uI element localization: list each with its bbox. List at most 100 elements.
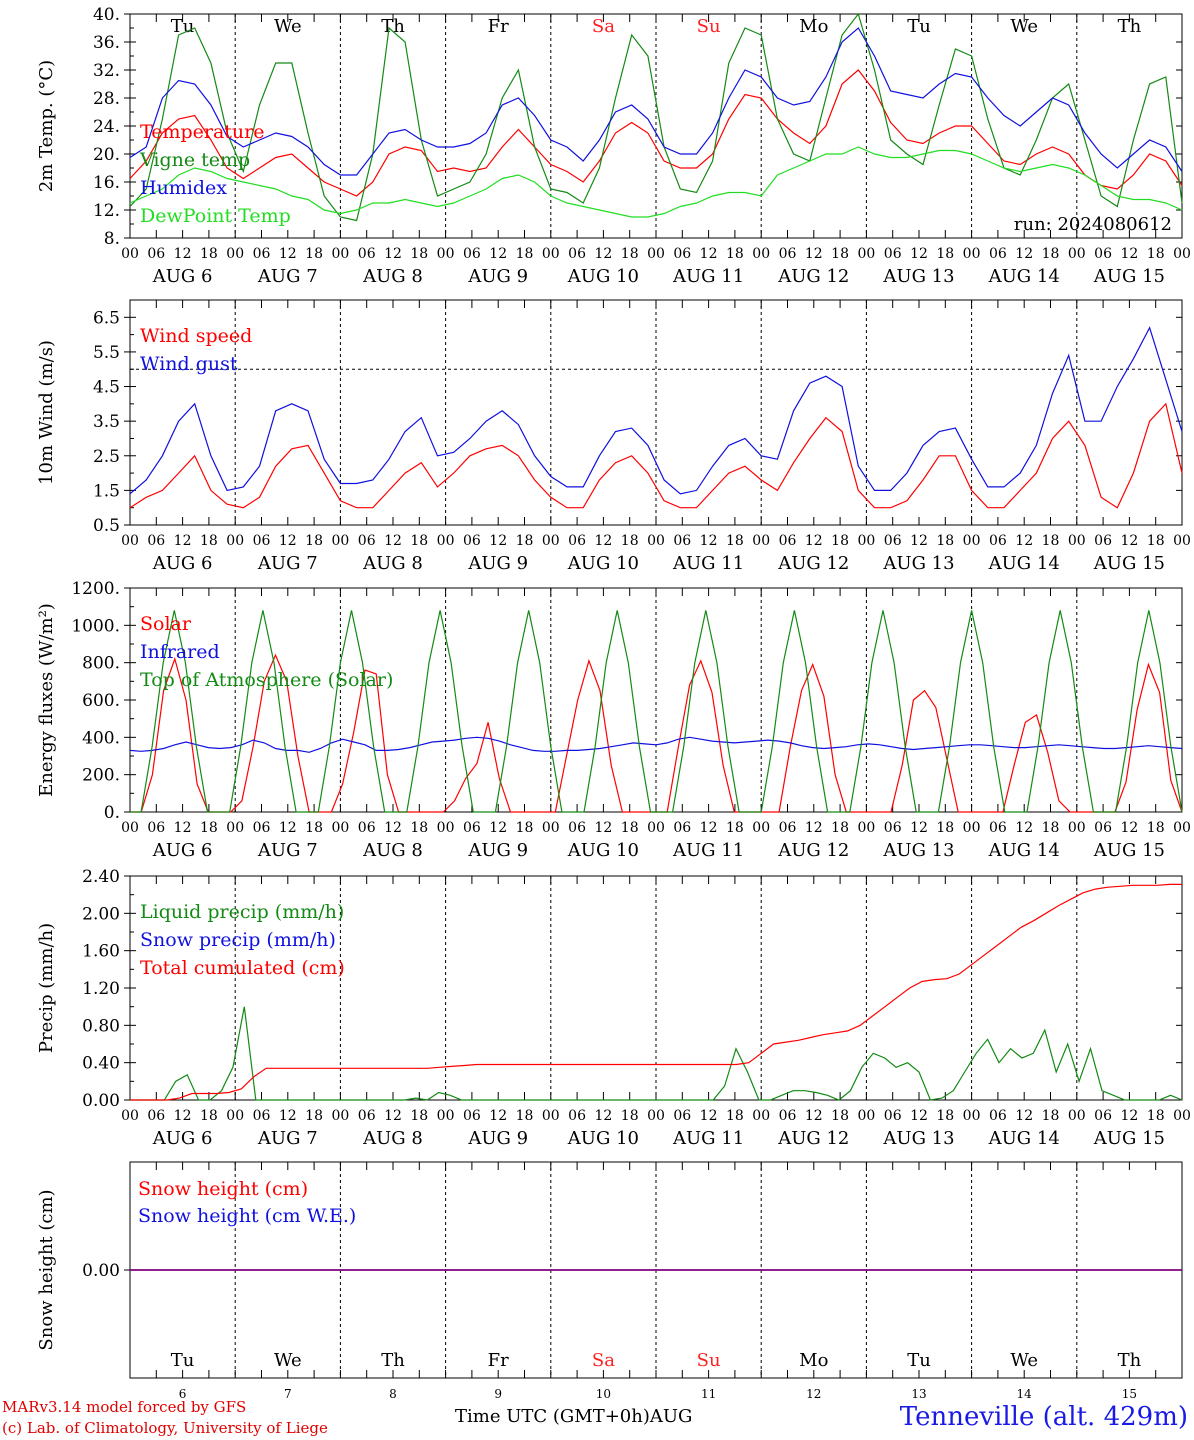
date-label: AUG 13 bbox=[882, 266, 954, 287]
hour-tick-label: 06 bbox=[779, 820, 797, 836]
hour-tick-label: 18 bbox=[516, 820, 534, 836]
hour-tick-label: 12 bbox=[1120, 1108, 1138, 1124]
y-tick-label: 800. bbox=[82, 654, 120, 674]
hour-tick-label: 06 bbox=[1094, 246, 1112, 262]
hour-tick-label: 06 bbox=[779, 1108, 797, 1124]
hour-tick-label: 12 bbox=[279, 820, 297, 836]
hour-tick-label: 06 bbox=[1094, 820, 1112, 836]
day-number-label: 10 bbox=[596, 1387, 611, 1401]
hour-tick-label: 18 bbox=[936, 1108, 954, 1124]
lab-credit: (c) Lab. of Climatology, University of L… bbox=[2, 1419, 328, 1437]
weekday-label: Sa bbox=[592, 16, 615, 37]
hour-tick-label: 00 bbox=[331, 246, 349, 262]
hour-tick-label: 00 bbox=[1068, 533, 1086, 549]
hour-tick-label: 06 bbox=[884, 533, 902, 549]
hour-tick-label: 12 bbox=[700, 1108, 718, 1124]
hour-tick-label: 06 bbox=[253, 820, 271, 836]
date-label: AUG 15 bbox=[1093, 266, 1165, 287]
y-tick-label: 1.20 bbox=[82, 979, 120, 999]
y-tick-label: 1200. bbox=[71, 579, 120, 599]
hour-tick-label: 00 bbox=[542, 1108, 560, 1124]
hour-tick-label: 06 bbox=[358, 1108, 376, 1124]
hour-tick-label: 00 bbox=[1173, 533, 1191, 549]
hour-tick-label: 06 bbox=[673, 246, 691, 262]
weekday-label: Fr bbox=[488, 16, 509, 37]
y-tick-label: 0.5 bbox=[93, 516, 120, 536]
hour-tick-label: 12 bbox=[1120, 820, 1138, 836]
hour-tick-label: 12 bbox=[594, 1108, 612, 1124]
weekday-label: We bbox=[1010, 16, 1038, 37]
day-number-label: 12 bbox=[806, 1387, 821, 1401]
day-number-label: 13 bbox=[911, 1387, 926, 1401]
hour-tick-label: 00 bbox=[1068, 820, 1086, 836]
hour-tick-label: 18 bbox=[516, 246, 534, 262]
hour-tick-label: 12 bbox=[384, 246, 402, 262]
hour-tick-label: 18 bbox=[200, 246, 218, 262]
hour-tick-label: 12 bbox=[384, 1108, 402, 1124]
legend-entry: Top of Atmosphere (Solar) bbox=[140, 669, 393, 691]
hour-tick-label: 06 bbox=[884, 820, 902, 836]
legend-entry: Liquid precip (mm/h) bbox=[140, 901, 344, 923]
date-label: AUG 10 bbox=[567, 1128, 639, 1149]
hour-tick-label: 12 bbox=[279, 1108, 297, 1124]
weekday-label: Sa bbox=[592, 1350, 615, 1371]
date-label: AUG 8 bbox=[362, 1128, 423, 1149]
hour-tick-label: 00 bbox=[647, 533, 665, 549]
hour-tick-label: 00 bbox=[647, 820, 665, 836]
hour-tick-label: 00 bbox=[752, 1108, 770, 1124]
day-number-label: 11 bbox=[701, 1387, 716, 1401]
date-label: AUG 13 bbox=[882, 553, 954, 574]
hour-tick-label: 00 bbox=[963, 533, 981, 549]
hour-tick-label: 00 bbox=[857, 820, 875, 836]
hour-tick-label: 06 bbox=[147, 533, 165, 549]
hour-tick-label: 18 bbox=[936, 820, 954, 836]
y-tick-label: 40. bbox=[93, 5, 120, 25]
hour-tick-label: 18 bbox=[831, 820, 849, 836]
hour-tick-label: 12 bbox=[384, 820, 402, 836]
hour-tick-label: 00 bbox=[331, 1108, 349, 1124]
hour-tick-label: 00 bbox=[226, 533, 244, 549]
y-axis-label: 2m Temp. (°C) bbox=[36, 60, 57, 192]
date-label: AUG 12 bbox=[777, 1128, 849, 1149]
hour-tick-label: 18 bbox=[1147, 1108, 1165, 1124]
y-tick-label: 1.60 bbox=[82, 942, 120, 962]
hour-tick-label: 06 bbox=[989, 533, 1007, 549]
date-label: AUG 9 bbox=[467, 266, 528, 287]
hour-tick-label: 00 bbox=[226, 246, 244, 262]
hour-tick-label: 00 bbox=[121, 246, 139, 262]
hour-tick-label: 18 bbox=[621, 533, 639, 549]
hour-tick-label: 00 bbox=[226, 1108, 244, 1124]
legend-entry: Wind speed bbox=[140, 325, 252, 347]
hour-tick-label: 06 bbox=[253, 246, 271, 262]
hour-tick-label: 06 bbox=[884, 246, 902, 262]
hour-tick-label: 06 bbox=[358, 533, 376, 549]
time-axis-label: Time UTC (GMT+0h) bbox=[455, 1406, 650, 1427]
weekday-label: We bbox=[1010, 1350, 1038, 1371]
hour-tick-label: 00 bbox=[1068, 246, 1086, 262]
hour-tick-label: 00 bbox=[121, 1108, 139, 1124]
hour-tick-label: 18 bbox=[726, 1108, 744, 1124]
y-tick-label: 5.5 bbox=[93, 343, 120, 363]
hour-tick-label: 18 bbox=[516, 1108, 534, 1124]
hour-tick-label: 12 bbox=[384, 533, 402, 549]
hour-tick-label: 12 bbox=[594, 820, 612, 836]
date-label: AUG 7 bbox=[257, 840, 318, 861]
weekday-label: We bbox=[274, 1350, 302, 1371]
hour-tick-label: 00 bbox=[542, 533, 560, 549]
hour-tick-label: 18 bbox=[1042, 820, 1060, 836]
y-tick-label: 0.00 bbox=[82, 1091, 120, 1111]
hour-tick-label: 18 bbox=[726, 820, 744, 836]
hour-tick-label: 18 bbox=[410, 1108, 428, 1124]
hour-tick-label: 12 bbox=[1015, 246, 1033, 262]
legend-entry: Snow precip (mm/h) bbox=[140, 929, 336, 951]
hour-tick-label: 12 bbox=[174, 1108, 192, 1124]
date-label: AUG 8 bbox=[362, 266, 423, 287]
hour-tick-label: 06 bbox=[779, 533, 797, 549]
y-axis-label: Snow height (cm) bbox=[36, 1189, 57, 1350]
date-label: AUG 15 bbox=[1093, 840, 1165, 861]
hour-tick-label: 12 bbox=[910, 533, 928, 549]
day-number-label: 8 bbox=[389, 1387, 397, 1401]
hour-tick-label: 00 bbox=[437, 820, 455, 836]
hour-tick-label: 18 bbox=[516, 533, 534, 549]
